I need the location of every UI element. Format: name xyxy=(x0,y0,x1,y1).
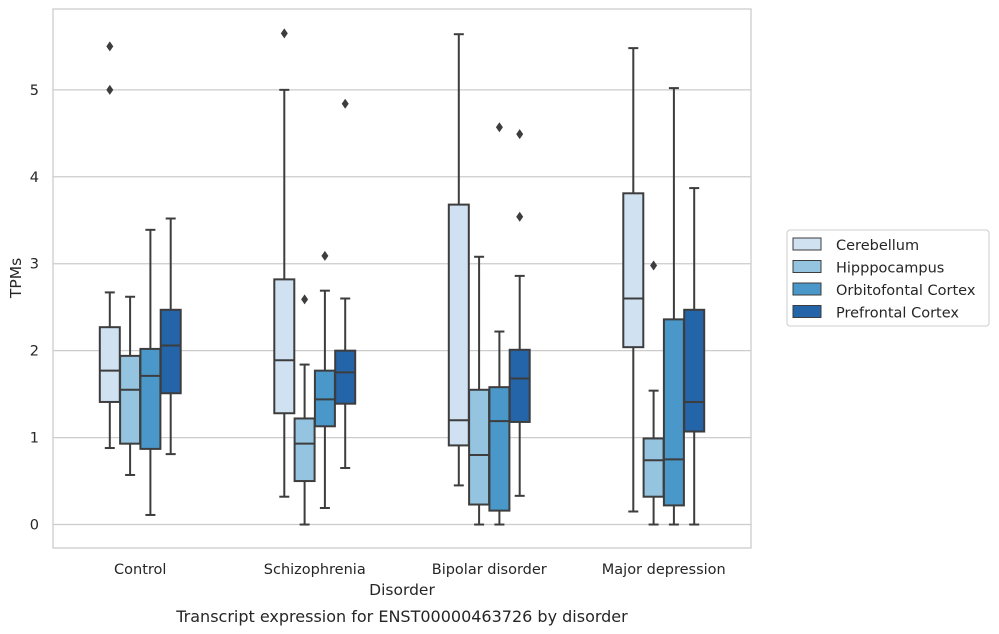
outlier-point xyxy=(650,260,658,271)
box xyxy=(119,354,142,445)
box xyxy=(642,437,665,498)
legend-label: Cerebellum xyxy=(836,238,919,254)
legend-label: Orbitofontal Cortex xyxy=(836,283,976,299)
box xyxy=(293,417,316,483)
box xyxy=(334,349,357,405)
box xyxy=(508,348,531,423)
outlier-point xyxy=(516,129,524,140)
y-tick-label: 3 xyxy=(30,257,39,273)
x-axis-label: Disorder xyxy=(369,581,435,599)
legend-frame xyxy=(786,229,990,327)
legend-label: Hipppocampus xyxy=(836,261,944,277)
box xyxy=(662,318,685,507)
x-tick-label: Control xyxy=(114,562,166,578)
y-tick-label: 5 xyxy=(30,83,39,99)
x-tick-label: Bipolar disorder xyxy=(432,562,547,578)
outlier-point xyxy=(495,122,503,133)
outlier-point xyxy=(280,28,288,39)
series-cerebellum xyxy=(98,28,645,513)
outlier-point xyxy=(106,41,114,52)
y-tick-label: 0 xyxy=(30,518,39,534)
y-tick-label: 1 xyxy=(30,431,39,447)
outlier-point xyxy=(301,294,309,305)
series-orbitofontal-cortex xyxy=(139,87,685,526)
legend-swatch xyxy=(792,260,822,273)
outlier-point xyxy=(106,84,114,95)
y-tick-label: 2 xyxy=(30,344,39,360)
y-axis-label: TPMs xyxy=(7,258,25,299)
legend-items: Cerebellum Hipppocampus Orbitofontal Corte… xyxy=(792,237,976,322)
box xyxy=(98,326,121,403)
legend-label: Prefrontal Cortex xyxy=(836,306,959,322)
legend-swatch xyxy=(792,237,822,251)
y-axis-ticks: 0 1 2 3 4 5 xyxy=(30,83,39,534)
box xyxy=(139,347,162,450)
legend: Cerebellum Hipppocampus Orbitofontal Corte… xyxy=(786,229,990,327)
box xyxy=(468,388,491,506)
series-hipppocampus xyxy=(119,255,665,526)
box xyxy=(622,192,645,349)
box xyxy=(273,278,296,415)
plot-area xyxy=(52,8,752,549)
outlier-point xyxy=(321,250,329,261)
box xyxy=(683,308,706,433)
x-axis-ticks: Control Schizophrenia Bipolar disorder Majo… xyxy=(114,562,726,578)
box xyxy=(488,386,511,512)
box-series xyxy=(98,28,706,526)
figure-caption: Transcript expression for ENST0000046372… xyxy=(175,607,628,626)
x-tick-label: Schizophrenia xyxy=(264,562,366,578)
box xyxy=(447,203,470,447)
outlier-point xyxy=(516,211,524,222)
legend-swatch xyxy=(792,305,822,318)
legend-swatch xyxy=(792,282,822,296)
series-prefrontal-cortex xyxy=(159,98,706,526)
box xyxy=(159,308,182,395)
y-tick-label: 4 xyxy=(30,170,39,186)
x-tick-label: Major depression xyxy=(602,562,726,578)
outlier-point xyxy=(341,98,349,109)
